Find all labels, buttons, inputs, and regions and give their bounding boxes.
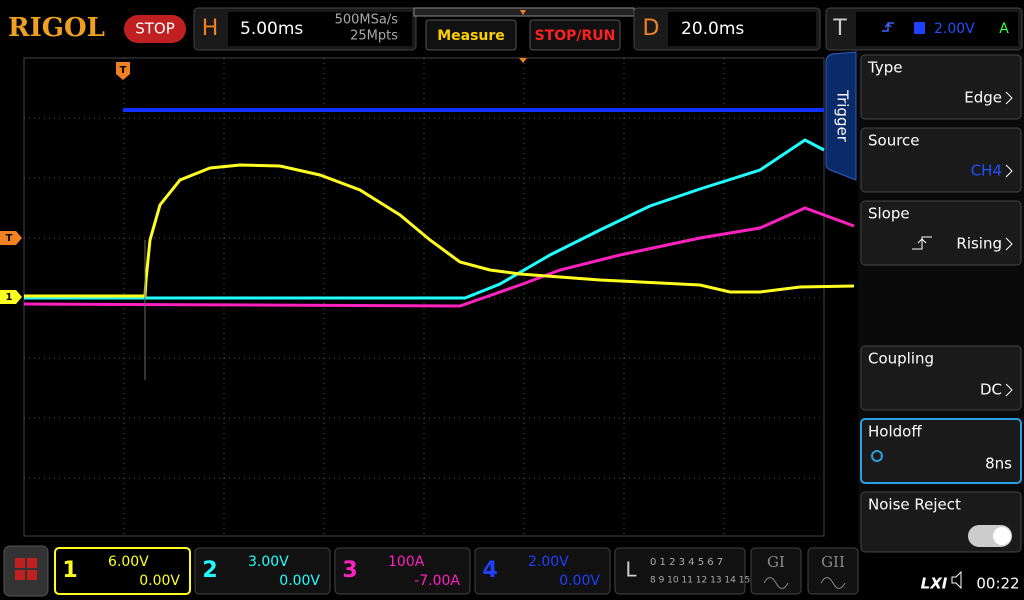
generator-box[interactable] (750, 547, 802, 595)
trigger-position-marker (116, 62, 130, 80)
home-icon (15, 570, 25, 580)
channel-scale: 3.00V (248, 554, 289, 570)
channel-offset: 0.00V (279, 573, 320, 589)
measure-button[interactable] (425, 19, 517, 51)
menu-tab-label: Trigger (834, 89, 852, 143)
trigger-inner (856, 12, 1018, 46)
generator-box[interactable] (807, 547, 859, 595)
measure-label[interactable]: Measure (437, 28, 505, 44)
menu-item-label: Holdoff (868, 423, 922, 441)
delay-inner (668, 12, 816, 46)
channel-number: 4 (482, 558, 497, 583)
generator-wave (820, 577, 846, 589)
trace-ch2 (24, 138, 825, 300)
menu-item-value: Rising (956, 235, 1002, 253)
channel-offset: 0.00V (139, 573, 180, 589)
channel-number: 2 (202, 558, 217, 583)
home-icon (27, 558, 37, 568)
menu-item-label: Slope (868, 205, 910, 223)
menu-item[interactable] (860, 200, 1022, 266)
channel-scale: 100A (388, 554, 425, 570)
menu-item[interactable] (860, 345, 1022, 411)
stop-run-label[interactable]: STOP/RUN (535, 28, 616, 44)
channel-number: 3 (342, 558, 357, 583)
channel-scale: 6.00V (108, 554, 149, 570)
home-icon (27, 570, 37, 580)
home-button[interactable] (3, 545, 49, 597)
channel-box[interactable] (54, 547, 191, 595)
logic-label: L (625, 558, 637, 582)
logo: RIGOL (8, 13, 105, 43)
logic-box[interactable] (614, 547, 746, 595)
menu-item-label: Coupling (868, 350, 934, 368)
menu-item-value: 8ns (985, 455, 1012, 473)
trigger-level: 2.00V (934, 21, 975, 37)
memory-depth: 25Mpts (350, 29, 398, 44)
generator-label: GII (821, 553, 845, 571)
logic-row: 0 1 2 3 4 5 6 7 (650, 557, 723, 568)
center-marker (519, 58, 527, 63)
menu-item-label: Noise Reject (868, 496, 961, 514)
menu-item-value: Edge (964, 89, 1002, 107)
trigger-label: T (832, 16, 847, 41)
horizontal-label: H (202, 16, 219, 41)
channel1-marker-label: 1 (6, 292, 13, 303)
status-badge (124, 15, 186, 43)
trace-ch3 (23, 206, 855, 308)
chevron (1005, 383, 1013, 397)
menu-tab[interactable] (825, 51, 857, 181)
channel-number: 1 (62, 558, 77, 583)
slope-icon (912, 236, 932, 250)
channel-scale: 2.00V (528, 554, 569, 570)
channel-box[interactable] (334, 547, 471, 595)
delay-value: 20.0ms (681, 19, 744, 39)
knob-icon (871, 450, 883, 462)
trigger-edge-icon (882, 22, 894, 32)
generator-label: GI (767, 553, 785, 571)
sample-rate: 500MSa/s (335, 13, 399, 28)
stop-run-button[interactable] (529, 19, 621, 51)
trigger-source-icon (914, 22, 925, 34)
channel-offset: 0.00V (559, 573, 600, 589)
menu-item[interactable] (860, 54, 1022, 120)
horizontal-inner (228, 12, 412, 46)
trace-ch1 (24, 163, 855, 298)
menu-item[interactable] (860, 418, 1022, 484)
chevron (1005, 91, 1013, 105)
menu-item-value: DC (980, 381, 1002, 399)
menu-item-label: Type (867, 59, 902, 77)
trigger-level-label: T (6, 233, 13, 244)
menu-item-label: Source (868, 132, 920, 150)
generator-wave (763, 577, 789, 589)
trigger-mode: A (999, 21, 1009, 37)
chevron (1005, 237, 1013, 251)
channel-box[interactable] (474, 547, 611, 595)
logic-row: 8 9 10 11 12 13 14 15 (650, 576, 750, 586)
channel-box[interactable] (194, 547, 331, 595)
channel1-marker (0, 290, 22, 304)
menu-item-value: CH4 (971, 162, 1002, 180)
timebase: 5.00ms (240, 19, 303, 39)
channel-offset: -7.00A (414, 573, 460, 589)
chevron (1005, 164, 1013, 178)
toggle-knob (993, 527, 1011, 545)
trigger-position-label: T (120, 65, 127, 76)
menu-item[interactable] (860, 127, 1022, 193)
status: STOP (135, 20, 175, 38)
speaker-icon[interactable] (951, 570, 962, 590)
home-icon (15, 558, 25, 568)
delay-label: D (643, 16, 660, 41)
memory-pointer (520, 10, 526, 15)
clock: 00:22 (976, 575, 1019, 593)
lxi-logo: LXI (921, 575, 948, 593)
trigger-level-marker (0, 231, 22, 245)
